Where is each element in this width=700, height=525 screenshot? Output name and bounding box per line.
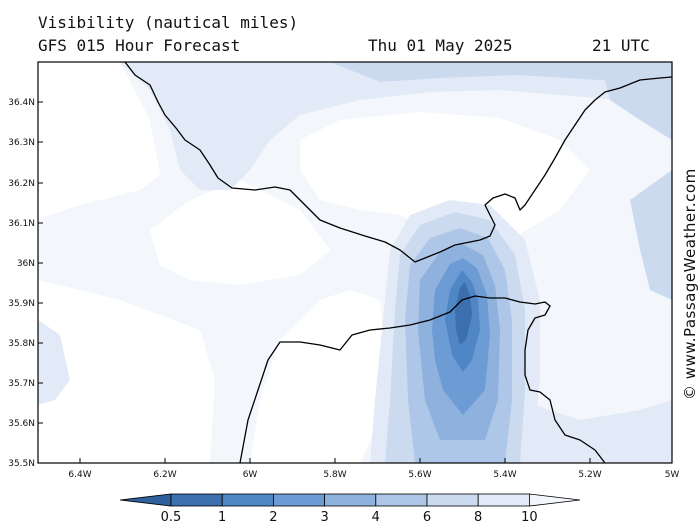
lon-tick-label: 5.8W <box>323 470 346 480</box>
latitude-axis: 36.4N 36.3N 36.2N 36.1N 36N 35.9N 35.8N 35.7N 35… <box>8 98 43 469</box>
colorbar-high-triangle <box>529 493 581 507</box>
visibility-contours <box>38 62 672 463</box>
chart-title: Visibility (nautical miles) <box>38 13 299 32</box>
lat-tick-label: 36.4N <box>8 98 35 108</box>
credit-watermark: © www.PassageWeather.com <box>681 168 699 400</box>
colorbar-label: 0.5 <box>161 510 182 525</box>
lat-tick-label: 35.8N <box>8 339 35 349</box>
colorbar-segment <box>272 493 325 507</box>
lat-tick-label: 35.5N <box>8 459 35 469</box>
morocco-north-coast <box>239 295 606 463</box>
lat-tick-label: 35.7N <box>8 379 35 389</box>
colorbar-segment <box>426 493 479 507</box>
spain-atlantic-coast <box>124 62 416 263</box>
lon-tick-label: 5W <box>665 470 680 480</box>
colorbar-label: 2 <box>269 510 277 525</box>
lat-tick-label: 35.6N <box>8 419 35 429</box>
lon-tick-label: 6W <box>243 470 258 480</box>
spain-med-coast <box>414 76 672 263</box>
colorbar-label: 6 <box>423 510 431 525</box>
colorbar-segment <box>324 493 377 507</box>
colorbar-label: 10 <box>521 510 538 525</box>
longitude-axis: 6.4W 6.2W 6W 5.8W 5.6W 5.4W 5.2W 5W <box>68 458 679 480</box>
colorbar-segment <box>477 493 530 507</box>
colorbar-segment <box>375 493 428 507</box>
colorbar-label: 8 <box>474 510 482 525</box>
colorbar: 0.5 1 2 3 4 6 8 10 <box>119 493 581 525</box>
forecast-time: 21 UTC <box>592 36 650 55</box>
lat-tick-label: 35.9N <box>8 299 35 309</box>
colorbar-label: 3 <box>320 510 328 525</box>
forecast-date: Thu 01 May 2025 <box>368 36 513 55</box>
colorbar-segment <box>221 493 274 507</box>
lat-tick-label: 36.2N <box>8 179 35 189</box>
forecast-subtitle: GFS 015 Hour Forecast <box>38 36 241 55</box>
lon-tick-label: 6.4W <box>68 470 91 480</box>
lon-tick-label: 5.6W <box>408 470 431 480</box>
lon-tick-label: 5.4W <box>493 470 516 480</box>
lat-tick-label: 36.1N <box>8 219 35 229</box>
colorbar-label: 4 <box>372 510 380 525</box>
colorbar-label: 1 <box>218 510 226 525</box>
lat-tick-label: 36.3N <box>8 138 35 148</box>
colorbar-segment <box>170 493 223 507</box>
lon-tick-label: 5.2W <box>578 470 601 480</box>
lat-tick-label: 36N <box>17 259 35 269</box>
coastlines <box>124 62 672 463</box>
lon-tick-label: 6.2W <box>153 470 176 480</box>
colorbar-low-triangle <box>119 493 172 507</box>
